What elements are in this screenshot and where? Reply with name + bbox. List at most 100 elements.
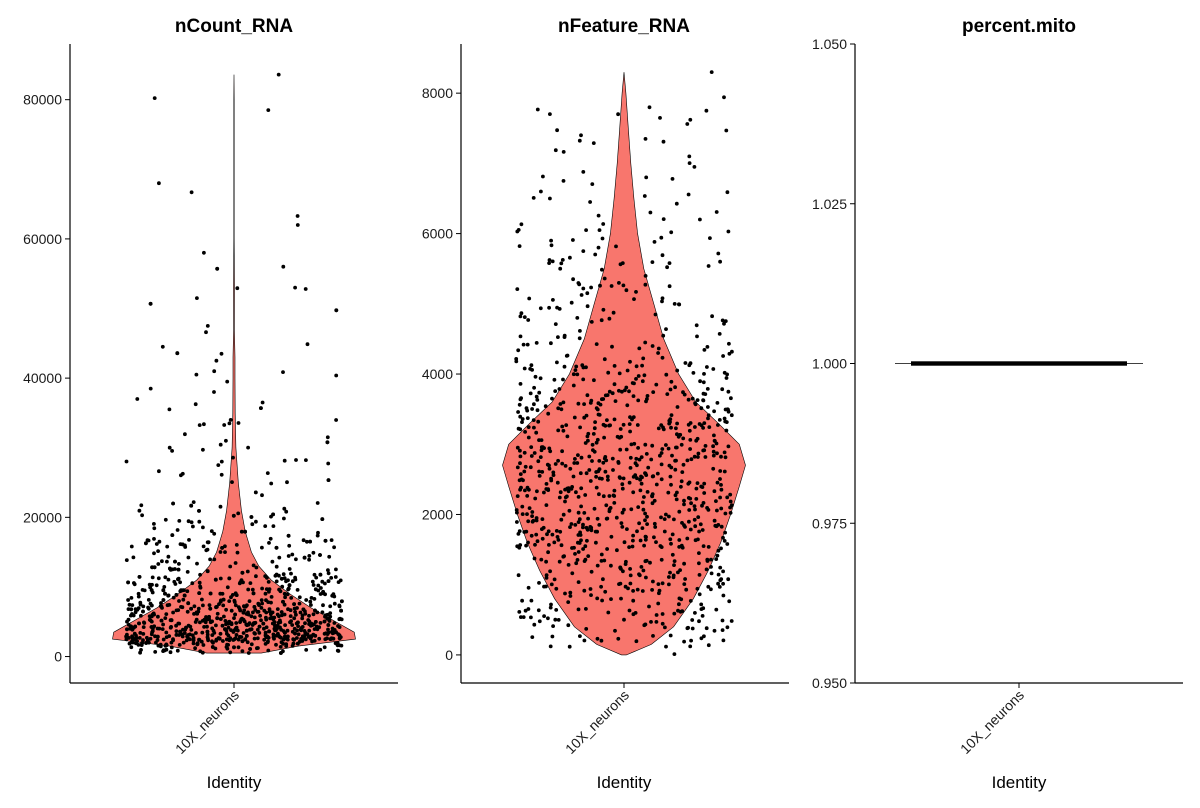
data-point [146,538,151,543]
data-point [544,503,549,507]
data-point [233,561,238,565]
data-point [528,391,533,396]
data-point [518,472,523,476]
data-point [178,629,183,634]
data-point [632,297,636,301]
data-point [550,396,554,401]
data-point [204,548,209,553]
data-point [314,575,319,580]
data-point [690,618,695,622]
data-point [724,376,729,380]
data-point [171,610,176,615]
data-point [236,511,241,516]
data-point [579,538,583,543]
data-point [542,490,546,495]
data-point [223,619,228,623]
data-point [544,482,549,486]
data-point [195,642,200,647]
data-point [259,406,263,410]
data-point [304,648,309,652]
data-point [201,447,205,452]
data-point [249,642,254,647]
outlier-point [281,264,286,269]
data-point [600,267,604,272]
data-point [577,517,582,522]
data-point [550,259,555,264]
data-point [612,494,617,498]
y-tick-label: 0.950 [812,675,847,691]
data-point [688,644,693,649]
data-point [624,559,628,564]
data-point [560,461,565,466]
data-point [673,467,678,472]
data-point [634,290,638,294]
data-point [304,598,309,602]
data-point [322,619,327,624]
data-point [232,637,237,642]
data-point [311,550,316,555]
data-point [724,128,729,133]
data-point [214,605,219,610]
data-point [238,635,242,639]
data-point [674,458,678,463]
data-point [283,631,287,635]
data-point [567,508,572,513]
data-point [693,507,697,512]
data-point [275,607,280,611]
y-axis-ticks: 0 2000 4000 6000 8000 [422,85,461,663]
data-point [526,318,531,322]
data-point [608,423,612,428]
data-point [257,603,261,607]
data-point [252,615,257,620]
data-point [576,510,581,515]
data-point [654,620,659,624]
data-point [285,480,289,485]
data-point [635,529,639,534]
data-point [599,638,604,643]
data-point [558,402,563,406]
data-point [702,372,706,376]
data-point [690,396,695,401]
y-axis-ticks: 0.950 0.975 1.000 1.025 1.050 [812,36,855,691]
data-point [603,393,608,398]
data-point [597,492,601,497]
data-point [654,382,659,387]
data-point [176,608,181,612]
data-point [312,627,317,631]
data-point [325,440,330,445]
data-point [592,426,597,431]
data-point [561,428,566,433]
data-point [159,618,164,623]
data-point [583,544,588,549]
data-point [165,544,170,549]
y-tick-label: 1.025 [812,196,847,212]
data-point [244,634,249,638]
data-point [233,603,238,608]
data-point [543,404,548,409]
data-point [548,569,552,574]
data-point [717,585,722,589]
data-point [202,422,206,427]
data-point [208,557,213,562]
data-point [669,482,673,487]
data-point [530,407,534,411]
data-point [553,617,558,622]
data-point [687,161,692,166]
data-point [597,459,602,463]
data-point [654,540,658,544]
data-point [529,598,534,603]
data-point [144,541,148,546]
data-point [205,635,210,639]
data-point [528,465,533,470]
data-point [555,480,560,485]
data-point [310,623,315,627]
data-point [699,636,704,641]
data-point [589,593,593,597]
data-point [148,301,153,306]
data-point [573,523,578,527]
data-point [721,569,725,574]
data-point [617,582,621,586]
data-point [726,389,731,394]
data-point [609,563,613,568]
data-point [282,506,287,511]
